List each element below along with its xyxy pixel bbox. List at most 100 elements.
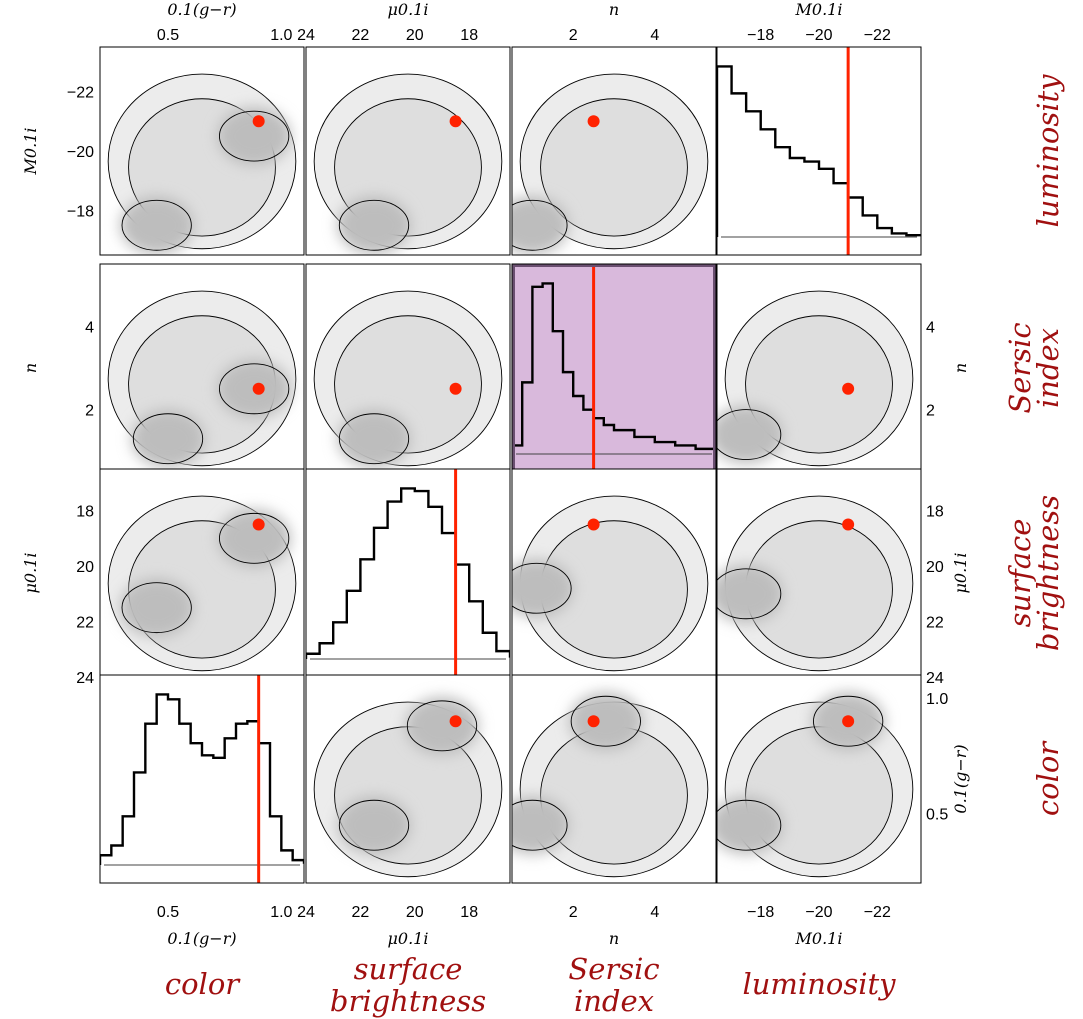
right-tick-sb: 22 [926,615,944,632]
density-peak [717,796,783,855]
bottom-tick-sb: 24 [297,904,315,921]
top-tick-lum: −20 [805,27,832,44]
density-peak [717,405,783,464]
top-tick-lum: −18 [747,27,774,44]
bottom-variable-name: surface [354,952,463,986]
panel-lum-vs-n [716,263,922,473]
top-tick-color: 1.0 [270,27,292,44]
panel-lum-vs-sb [716,468,922,678]
density-contours [107,495,297,672]
contour-inner [512,799,568,851]
panel-lum-vs-lum [716,46,922,256]
right-axis-label-color: 0.1(g−r) [951,744,970,813]
left-tick-n: 4 [85,319,94,336]
bottom-tick-sb: 18 [460,904,478,921]
highlighted-galaxy-marker [449,115,462,128]
bottom-variable-name: brightness [330,984,486,1018]
density-peak [337,409,411,468]
panel-frame [99,46,305,256]
panel-color-vs-color [99,674,305,884]
density-contours [717,495,914,672]
left-tick-sb: 18 [76,504,94,521]
highlighted-galaxy-marker [587,518,600,531]
bottom-tick-sb: 20 [406,904,424,921]
highlighted-galaxy-marker [252,518,265,531]
bottom-axis-label-color: 0.1(g−r) [167,929,236,948]
right-variable-name: Sersic [1003,322,1037,413]
contour-inner [717,409,782,460]
histogram-color [100,693,304,865]
panel-background [512,264,716,472]
density-contours [717,692,914,878]
panel-frame [99,674,305,884]
highlighted-galaxy-marker [449,382,462,395]
panel-background [100,675,304,883]
right-axis-label-sb: μ0.1i [951,553,970,594]
density-contours [107,73,297,255]
panel-color-vs-sb [99,468,305,678]
density-contours [512,692,709,878]
top-axis-label-sb: μ0.1i [388,0,429,19]
contour-inner [121,199,192,251]
panel-background [717,47,921,255]
contour-inner [813,695,884,747]
bottom-tick-lum: −20 [805,904,832,921]
panel-sb-vs-color [305,674,511,884]
right-axis-label-n: n [951,363,970,373]
bottom-variable-name: luminosity [742,967,896,1001]
top-tick-color: 0.5 [157,27,179,44]
axis-labels-layer: 0.1(g−r) 0.1(g−r) μ0.1i μ0.1i n n M0.1i M0.1i M0… [21,0,970,948]
panel-frame [716,674,922,884]
panel-sb-vs-n [305,263,511,473]
right-tick-sb: 20 [926,559,944,576]
bottom-variable-name: Sersic [568,952,659,986]
left-axis-label-sb: μ0.1i [21,553,40,594]
panel-n-vs-n [511,263,717,473]
density-contours [107,290,297,468]
left-axis-label-lum: M0.1i [21,128,40,176]
top-axis-label-lum: M0.1i [795,0,843,19]
right-variable-name: index [1031,328,1065,408]
panel-n-vs-color [511,674,717,884]
contour-inner [570,695,641,747]
top-tick-sb: 24 [297,27,315,44]
highlighted-galaxy-marker [252,115,265,128]
panel-color-vs-n [99,263,305,473]
density-contours [512,73,709,255]
left-tick-lum: −22 [67,85,94,102]
highlighted-galaxy-marker [842,382,855,395]
right-tick-color: 0.5 [926,807,948,824]
top-tick-sb: 20 [406,27,424,44]
density-peak [337,796,411,855]
density-contours [313,290,503,468]
right-tick-sb: 18 [926,504,944,521]
bottom-tick-color: 1.0 [270,904,292,921]
contour-inner [512,562,572,614]
contour-inner [132,413,204,465]
left-axis-label-n: n [21,363,40,373]
bottom-axis-label-lum: M0.1i [795,929,843,948]
density-peak [217,107,291,166]
highlighted-galaxy-marker [587,115,600,128]
highlighted-galaxy-marker [252,382,265,395]
top-tick-sb: 18 [460,27,478,44]
density-peak [717,564,783,623]
density-peak [512,196,570,255]
density-peak [569,692,643,751]
density-contours [313,696,503,878]
bottom-tick-lum: −22 [864,904,891,921]
bottom-tick-sb: 22 [352,904,370,921]
bottom-axis-label-sb: μ0.1i [388,929,429,948]
density-peak [217,509,291,568]
density-contours [512,495,709,672]
right-variable-name: color [1031,740,1065,816]
density-peak [119,578,194,637]
bottom-tick-n: 2 [569,904,578,921]
highlighted-galaxy-marker [587,715,600,728]
panel-sb-vs-sb [305,468,511,678]
histogram-lum [717,65,921,237]
density-peak [119,196,194,255]
bottom-axis-label-n: n [609,929,619,948]
top-tick-sb: 22 [352,27,370,44]
